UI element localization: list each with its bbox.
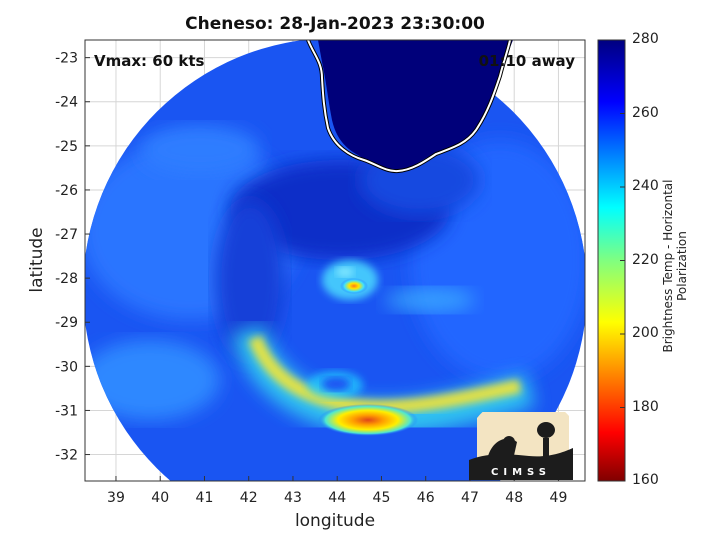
y-axis-ticks: -23 -24 -25 -26 -27 -28 -29 -30 -31 -32 [55,51,90,464]
colorbar-tick-label: 160 [632,472,659,488]
time-away-annotation: 01:10 away [478,52,575,70]
x-tick-label: 40 [151,490,169,506]
colorbar-tick-label: 200 [632,325,659,341]
y-tick-label: -28 [55,271,78,287]
y-tick-label: -27 [55,227,78,243]
y-tick-label: -24 [55,95,78,111]
vmax-annotation: Vmax: 60 kts [94,52,205,70]
land-mass [318,40,513,171]
microwave-swath [85,40,585,481]
x-tick-label: 44 [328,490,346,506]
y-tick-label: -30 [55,359,78,375]
x-tick-label: 42 [240,490,258,506]
y-tick-label: -23 [55,51,78,67]
cimss-logo: CIMSS [469,395,573,480]
x-tick-label: 48 [505,490,523,506]
y-tick-label: -29 [55,315,78,331]
colorbar-tick-label: 240 [632,178,659,194]
x-axis-ticks: 39 40 41 42 43 44 45 46 47 48 49 [107,476,567,506]
x-tick-label: 39 [107,490,125,506]
colorbar-ticks [620,39,625,482]
y-tick-label: -32 [55,448,78,464]
x-tick-label: 41 [196,490,214,506]
y-tick-label: -31 [55,403,78,419]
colorbar-tick-label: 220 [632,251,659,268]
y-axis-label: latitude [27,227,47,293]
x-tick-label: 43 [284,490,302,506]
plot-frame [84,39,586,482]
y-tick-label: -26 [55,183,78,199]
colorbar-tick-label: 280 [632,31,659,47]
y-tick-label: -25 [55,139,78,155]
colorbar-tick-label: 260 [632,104,659,121]
x-tick-label: 46 [417,490,435,506]
x-tick-label: 45 [373,490,391,506]
x-tick-label: 47 [461,490,479,506]
logo-text: CIMSS [491,467,551,478]
coastline [307,40,511,173]
x-axis-label: longitude [294,511,376,531]
x-tick-label: 49 [550,490,568,506]
colorbar-label: Brightness Temp - Horizontal Polarizatio… [661,179,689,353]
colorbar-tick-label: 180 [632,398,659,415]
plot-title: Cheneso: 28-Jan-2023 23:30:00 [185,14,485,34]
